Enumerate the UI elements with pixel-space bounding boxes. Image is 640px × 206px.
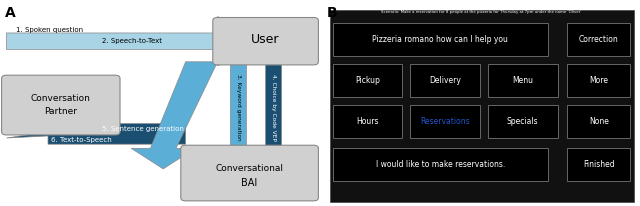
Text: 6. Text-to-Speech: 6. Text-to-Speech [51,137,112,143]
Text: 3. Keyword generation: 3. Keyword generation [236,74,241,140]
Text: Finished: Finished [583,160,614,169]
Text: 2. Speech-to-Text: 2. Speech-to-Text [102,38,163,44]
FancyBboxPatch shape [180,145,319,201]
FancyBboxPatch shape [333,148,548,181]
Text: Pizzeria romano how can I help you: Pizzeria romano how can I help you [372,35,508,44]
Text: Scenario: Make a reservation for 8 people at the pizzeria for Thursday at 7pm un: Scenario: Make a reservation for 8 peopl… [381,10,582,14]
FancyBboxPatch shape [567,23,630,56]
Text: Conversational: Conversational [216,164,284,173]
Text: User: User [252,33,280,46]
Polygon shape [131,62,218,169]
Polygon shape [6,124,186,144]
Text: Delivery: Delivery [429,76,461,85]
Polygon shape [253,45,294,148]
FancyBboxPatch shape [567,105,630,138]
Text: B: B [326,6,337,20]
Text: 5. Sentence generation: 5. Sentence generation [102,126,184,132]
Text: BAI: BAI [241,178,258,188]
Text: Hours: Hours [356,117,379,126]
FancyBboxPatch shape [488,64,557,97]
FancyBboxPatch shape [333,105,403,138]
Text: Reservations: Reservations [420,117,470,126]
Text: 4. Choice by Code VEP: 4. Choice by Code VEP [271,74,276,141]
Text: Pickup: Pickup [355,76,380,85]
Text: Correction: Correction [579,35,619,44]
Text: Menu: Menu [512,76,533,85]
FancyBboxPatch shape [488,105,557,138]
Text: A: A [5,6,15,20]
Text: Partner: Partner [44,107,77,116]
FancyBboxPatch shape [410,64,480,97]
Polygon shape [6,16,262,66]
Text: I would like to make reservations.: I would like to make reservations. [376,160,505,169]
Text: 1. Spoken question: 1. Spoken question [16,27,83,33]
FancyBboxPatch shape [333,64,403,97]
Text: None: None [589,117,609,126]
Polygon shape [218,62,259,165]
FancyBboxPatch shape [333,23,548,56]
FancyBboxPatch shape [330,10,634,202]
FancyBboxPatch shape [2,75,120,135]
Text: Conversation: Conversation [31,94,91,103]
FancyBboxPatch shape [410,105,480,138]
FancyBboxPatch shape [212,18,319,65]
Text: Specials: Specials [507,117,539,126]
FancyBboxPatch shape [567,64,630,97]
FancyBboxPatch shape [567,148,630,181]
Text: More: More [589,76,608,85]
